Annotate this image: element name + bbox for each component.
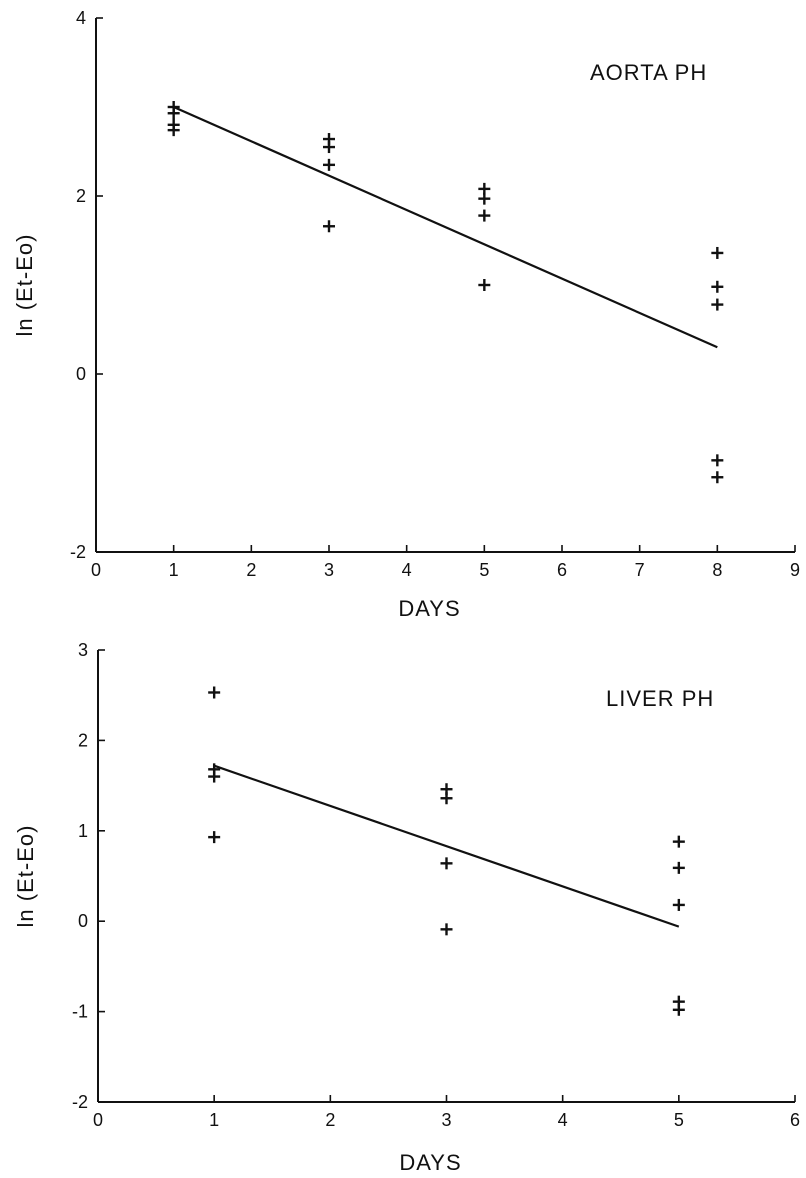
liver-x-tick-label: 5 bbox=[674, 1110, 684, 1130]
liver-data-point bbox=[672, 861, 685, 874]
aorta-x-tick-label: 7 bbox=[635, 560, 645, 580]
liver-y-tick-label: 0 bbox=[78, 911, 88, 931]
liver-x-tick-label: 1 bbox=[209, 1110, 219, 1130]
aorta-fit-line bbox=[173, 105, 718, 349]
aorta-data-point bbox=[478, 209, 491, 222]
aorta-y-tick-label: 4 bbox=[76, 8, 86, 28]
liver-data-point bbox=[672, 1003, 685, 1016]
liver-y-tick-label: -1 bbox=[72, 1002, 88, 1022]
aorta-panel-title: AORTA PH bbox=[590, 60, 707, 85]
aorta-x-tick-label: 0 bbox=[91, 560, 101, 580]
liver-data-point bbox=[672, 835, 685, 848]
aorta-x-tick-label: 1 bbox=[169, 560, 179, 580]
aorta-data-point bbox=[711, 454, 724, 467]
liver-panel-title: LIVER PH bbox=[606, 686, 714, 711]
aorta-data-point bbox=[478, 279, 491, 291]
aorta-data-point bbox=[167, 107, 180, 120]
liver-ph-panel: 0 1 2 3 4 5 6 -2 -1 0 1 2 3 DAYS ln (Et-Eo) LIVER PH bbox=[13, 640, 800, 1175]
aorta-data-point bbox=[478, 192, 491, 205]
aorta-y-tick-label: 0 bbox=[76, 364, 86, 384]
aorta-x-tick-label: 5 bbox=[479, 560, 489, 580]
aorta-x-tick-label: 3 bbox=[324, 560, 334, 580]
aorta-data-point bbox=[323, 141, 335, 154]
liver-x-tick-label: 2 bbox=[325, 1110, 335, 1130]
liver-x-tick-label: 6 bbox=[790, 1110, 800, 1130]
liver-data-point bbox=[208, 686, 221, 699]
liver-x-tick-label: 3 bbox=[441, 1110, 451, 1130]
aorta-data-point bbox=[711, 246, 724, 259]
aorta-x-tick-label: 9 bbox=[790, 560, 800, 580]
aorta-x-axis-title: DAYS bbox=[398, 596, 460, 621]
aorta-y-tick-label: 2 bbox=[76, 186, 86, 206]
aorta-y-axis-title: ln (Et-Eo) bbox=[12, 234, 37, 337]
liver-x-tick-label: 0 bbox=[93, 1110, 103, 1130]
aorta-x-tick-label: 2 bbox=[246, 560, 256, 580]
aorta-data-point bbox=[711, 298, 724, 311]
liver-data-point bbox=[208, 831, 221, 844]
liver-y-tick-label: 2 bbox=[78, 730, 88, 750]
liver-data-point bbox=[672, 898, 685, 911]
aorta-data-point bbox=[323, 158, 335, 171]
liver-y-tick-label: 3 bbox=[78, 640, 88, 660]
liver-data-point bbox=[440, 792, 453, 805]
aorta-data-point bbox=[711, 471, 724, 484]
liver-y-tick-label: 1 bbox=[78, 821, 88, 841]
aorta-x-tick-label: 6 bbox=[557, 560, 567, 580]
aorta-y-tick-label: -2 bbox=[70, 542, 86, 562]
liver-fit-line bbox=[213, 764, 680, 928]
aorta-data-point bbox=[167, 124, 180, 137]
liver-data-point bbox=[440, 857, 453, 870]
liver-x-tick-label: 4 bbox=[558, 1110, 568, 1130]
aorta-x-tick-label: 8 bbox=[712, 560, 722, 580]
liver-data-point bbox=[440, 923, 453, 936]
liver-x-axis-title: DAYS bbox=[399, 1150, 461, 1175]
aorta-data-point bbox=[323, 220, 335, 233]
liver-y-tick-label: -2 bbox=[72, 1092, 88, 1112]
liver-y-axis-title: ln (Et-Eo) bbox=[13, 825, 38, 928]
liver-data-point bbox=[208, 770, 221, 783]
aorta-x-tick-label: 4 bbox=[402, 560, 412, 580]
aorta-data-point bbox=[711, 280, 724, 293]
